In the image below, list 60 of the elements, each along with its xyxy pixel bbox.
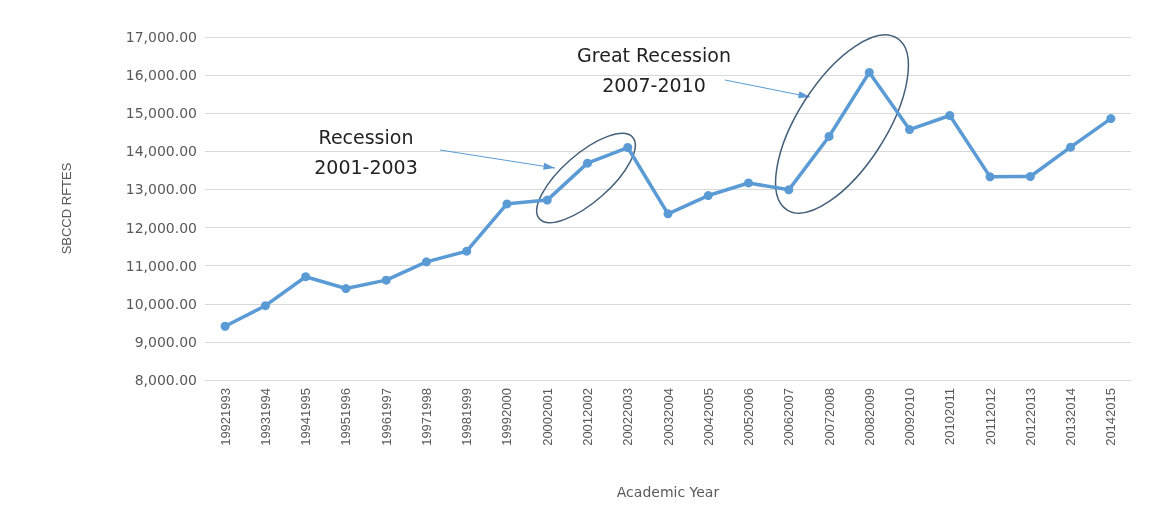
point xyxy=(744,178,754,188)
point xyxy=(502,199,512,209)
x-tick-label: 20092010 xyxy=(902,388,918,446)
x-tick-label: 20112012 xyxy=(982,388,998,445)
y-tick-label: 15,000.00 xyxy=(125,105,197,122)
y-tick-label: 8,000.00 xyxy=(134,372,197,388)
point xyxy=(381,275,391,285)
y-tick-label: 11,000.00 xyxy=(125,257,197,274)
point xyxy=(663,209,673,219)
point xyxy=(905,125,915,135)
x-tick-label: 20002001 xyxy=(539,388,555,446)
y-tick-label: 9,000.00 xyxy=(134,333,197,350)
point xyxy=(462,246,472,256)
x-tick-label: 20102011 xyxy=(942,388,958,445)
x-axis-title: Academic Year xyxy=(616,484,720,500)
annotation: Great Recession 2007-2010 xyxy=(577,44,731,96)
y-tick-label: 14,000.00 xyxy=(125,143,197,160)
point xyxy=(864,67,874,77)
y-tick-label: 16,000.00 xyxy=(125,67,197,84)
x-tick-label: 19992000 xyxy=(499,388,515,446)
y-tick-label: 17,000.00 xyxy=(125,29,197,45)
point xyxy=(784,185,794,195)
x-tick-label: 20022003 xyxy=(620,388,636,446)
x-tick-label: 19921993 xyxy=(217,388,233,446)
point xyxy=(985,172,995,182)
point xyxy=(220,321,230,331)
point xyxy=(824,131,834,141)
point xyxy=(421,257,431,267)
point xyxy=(1066,142,1076,152)
x-tick-label: 20082009 xyxy=(861,388,877,446)
point xyxy=(582,158,592,168)
x-tick-label: 19951996 xyxy=(338,388,354,446)
x-tick-label: 19941995 xyxy=(298,388,314,446)
point xyxy=(542,195,552,205)
x-tick-label: 20062007 xyxy=(781,388,797,446)
x-tick-label: 19931994 xyxy=(257,388,273,446)
x-tick-label: 20012002 xyxy=(579,388,595,446)
y-axis-title: SBCCD RFTES xyxy=(59,162,74,255)
x-tick-label: 20142015 xyxy=(1103,388,1119,446)
x-tick-label: 20032004 xyxy=(660,388,676,446)
point xyxy=(703,191,713,201)
x-tick-label: 20042005 xyxy=(700,388,716,446)
x-tick-label: 19981999 xyxy=(459,388,475,446)
x-tick-label: 20132014 xyxy=(1063,388,1079,446)
point xyxy=(1106,114,1116,124)
point xyxy=(301,272,311,282)
y-tick-label: 12,000.00 xyxy=(125,219,197,236)
x-tick-label: 19961997 xyxy=(378,388,394,446)
point xyxy=(1025,171,1035,181)
x-tick-label: 20072008 xyxy=(821,388,837,446)
point xyxy=(260,301,270,311)
point xyxy=(341,284,351,294)
y-tick-label: 10,000.00 xyxy=(125,295,197,312)
y-tick-label: 13,000.00 xyxy=(125,181,197,198)
x-tick-label: 19971998 xyxy=(418,388,434,446)
x-tick-label: 20122013 xyxy=(1022,388,1038,446)
point xyxy=(945,111,955,121)
annotation: Recession 2001-2003 xyxy=(314,126,418,178)
point xyxy=(623,143,633,153)
x-tick-label: 20052006 xyxy=(741,388,757,446)
